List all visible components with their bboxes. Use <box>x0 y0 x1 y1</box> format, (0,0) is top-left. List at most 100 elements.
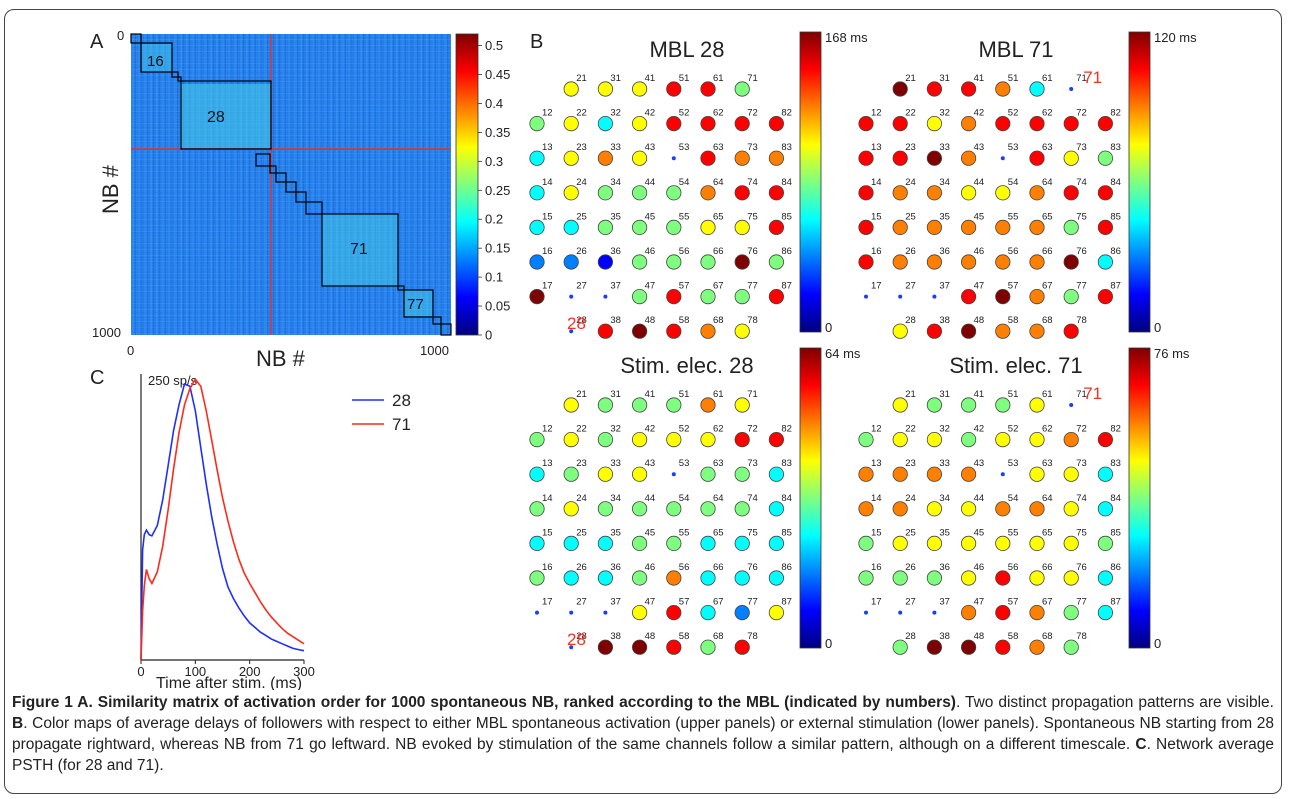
electrode-label: 52 <box>679 108 690 119</box>
map-title: MBL 71 <box>978 37 1053 62</box>
electrode <box>1029 185 1045 201</box>
electrode <box>1063 431 1079 448</box>
electrode-empty <box>535 610 539 615</box>
electrode <box>700 116 716 132</box>
electrode-label: 84 <box>781 493 792 504</box>
electrode-label: 35 <box>610 211 621 222</box>
electrode-label: 55 <box>679 527 690 538</box>
electrode-label: 63 <box>713 142 724 153</box>
electrode <box>700 431 716 448</box>
electrode-label: 76 <box>1076 246 1087 257</box>
electrode <box>960 431 977 448</box>
electrode <box>734 116 750 132</box>
electrode <box>1097 116 1114 132</box>
electrode <box>926 116 943 132</box>
electrode-label: 84 <box>1110 177 1121 188</box>
electrode-label: 54 <box>1008 177 1019 188</box>
electrode <box>858 254 874 270</box>
electrode <box>734 639 750 655</box>
electrode-empty <box>898 610 903 615</box>
electrode-label: 74 <box>747 177 758 188</box>
electrode <box>666 604 682 621</box>
stim-electrode-label: 71 <box>1083 68 1102 87</box>
colorbar-tick-label: 0.5 <box>485 38 503 53</box>
electrode-empty <box>864 610 868 615</box>
electrode-label: 53 <box>679 458 690 469</box>
electrode <box>563 431 579 448</box>
electrode <box>734 288 750 305</box>
electrode <box>1029 254 1045 270</box>
block-77 <box>403 289 434 318</box>
electrode <box>960 288 977 305</box>
electrode-label: 83 <box>781 458 792 469</box>
colorbar-tick-label: 0.1 <box>485 270 503 285</box>
y-axis-label: NB # <box>98 164 123 214</box>
electrode-label: 46 <box>974 246 985 257</box>
panel-label-b: B <box>530 31 543 53</box>
electrode-empty <box>569 610 574 615</box>
block-label-28: 28 <box>207 109 225 126</box>
electrode-label: 74 <box>747 493 758 504</box>
electrode <box>960 466 977 482</box>
electrode-label: 45 <box>645 527 656 538</box>
electrode-label: 57 <box>1008 597 1019 608</box>
electrode-label: 16 <box>871 246 882 257</box>
electrode-label: 63 <box>1042 142 1053 153</box>
electrode-label: 12 <box>542 424 553 435</box>
figure-canvas: A B C 16 <box>90 28 1197 690</box>
electrode-label: 86 <box>1110 562 1121 573</box>
electrode-label: 87 <box>1110 597 1121 608</box>
electrode-label: 44 <box>974 177 985 188</box>
electrode <box>529 466 545 482</box>
electrode-label: 55 <box>679 211 690 222</box>
electrode <box>631 81 648 97</box>
map-title: MBL 28 <box>649 37 724 62</box>
electrode-label: 62 <box>713 108 724 119</box>
electrode <box>1029 116 1045 132</box>
electrode-label: 42 <box>645 424 656 435</box>
electrode-label: 48 <box>974 315 985 326</box>
electrode <box>960 570 977 586</box>
caption-text-2: . Color maps of average delays of follow… <box>12 715 1274 753</box>
caption-bold-1: Figure 1 A. Similarity matrix of activat… <box>12 694 956 711</box>
electrode <box>1097 604 1114 621</box>
electrode-label: 43 <box>974 142 985 153</box>
electrode-label: 33 <box>939 142 950 153</box>
electrode <box>1097 219 1114 235</box>
electrode-label: 35 <box>939 527 950 538</box>
electrode-label: 75 <box>1076 527 1087 538</box>
electrode-label: 61 <box>1042 389 1053 400</box>
electrode-label: 82 <box>781 108 792 119</box>
electrode-label: 52 <box>1008 424 1019 435</box>
electrode-label: 25 <box>905 527 916 538</box>
electrode-label: 44 <box>974 493 985 504</box>
electrode <box>597 466 614 482</box>
electrode <box>734 604 750 621</box>
electrode-label: 13 <box>542 142 553 153</box>
electrode-map: MBL 28 21 31 41 51 61 71 12 22 32 42 52 62 72 82 13 23 33… <box>529 30 868 339</box>
block-label-71: 71 <box>350 241 368 258</box>
electrode-label: 36 <box>610 562 621 573</box>
map-title: Stim. elec. 28 <box>620 353 753 378</box>
electrode-label: 38 <box>610 315 621 326</box>
electrode-label: 78 <box>747 631 758 642</box>
electrode <box>768 501 785 517</box>
electrode-label: 77 <box>747 281 758 292</box>
electrode <box>563 185 579 201</box>
electrode <box>1097 501 1114 517</box>
electrode-label: 22 <box>576 424 587 435</box>
colorbar-tick-label: 0.45 <box>485 67 510 82</box>
colorbar-max-label: 120 ms <box>1154 30 1197 45</box>
electrode-label: 77 <box>1076 597 1087 608</box>
electrode-label: 61 <box>1042 73 1053 84</box>
electrode <box>892 185 908 201</box>
electrode <box>960 219 977 235</box>
electrode-label: 73 <box>1076 458 1087 469</box>
tick-bottom-left: 1000 <box>92 325 121 340</box>
electrode <box>631 570 648 586</box>
electrode-label: 26 <box>905 562 916 573</box>
electrode-label: 72 <box>747 108 758 119</box>
electrode-label: 66 <box>713 246 724 257</box>
electrode <box>995 431 1011 448</box>
electrode <box>563 397 579 413</box>
